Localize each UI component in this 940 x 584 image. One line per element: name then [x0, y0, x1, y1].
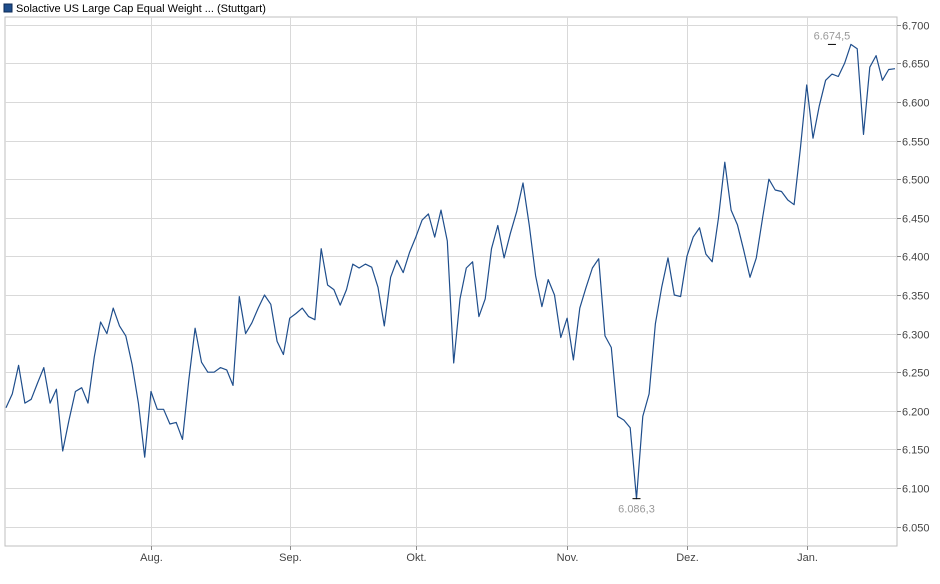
y-tick-label: 6.450: [902, 214, 930, 226]
y-tick-label: 6.550: [902, 137, 930, 149]
legend-label: Solactive US Large Cap Equal Weight ... …: [16, 3, 266, 15]
x-tick-label: Jan.: [797, 552, 818, 564]
x-tick-label: Sep.: [279, 552, 302, 564]
y-tick-label: 6.250: [902, 368, 930, 380]
price-series-line: [5, 43, 896, 500]
y-axis-ticks: 6.700 6.650 6.600 6.550 6.500 6.450 6.400 6.350…: [897, 21, 930, 535]
x-tick-label: Nov.: [557, 552, 579, 564]
plot-frame: [4, 16, 898, 547]
y-tick-label: 6.650: [902, 59, 930, 71]
y-tick-label: 6.350: [902, 291, 930, 303]
y-tick-label: 6.150: [902, 445, 930, 457]
annotation-label: 6.674,5: [814, 30, 851, 42]
y-tick-label: 6.500: [902, 175, 930, 187]
legend: Solactive US Large Cap Equal Weight ... …: [3, 3, 266, 15]
y-tick-label: 6.700: [902, 21, 930, 33]
annotation-layer: 6.674,5 6.086,3: [618, 30, 850, 515]
y-tick-label: 6.300: [902, 330, 930, 342]
y-tick-label: 6.050: [902, 523, 930, 535]
y-tick-label: 6.400: [902, 252, 930, 264]
annotation-label: 6.086,3: [618, 504, 655, 516]
legend-swatch: [3, 3, 13, 13]
y-tick-label: 6.600: [902, 98, 930, 110]
x-tick-label: Okt.: [406, 552, 426, 564]
x-tick-label: Aug.: [140, 552, 163, 564]
x-tick-label: Dez.: [676, 552, 699, 564]
y-tick-label: 6.100: [902, 484, 930, 496]
grid-layer: [4, 16, 898, 547]
x-axis-ticks: Aug. Sep. Okt. Nov. Dez. Jan.: [140, 546, 818, 564]
series-layer: [5, 43, 896, 500]
y-tick-label: 6.200: [902, 407, 930, 419]
